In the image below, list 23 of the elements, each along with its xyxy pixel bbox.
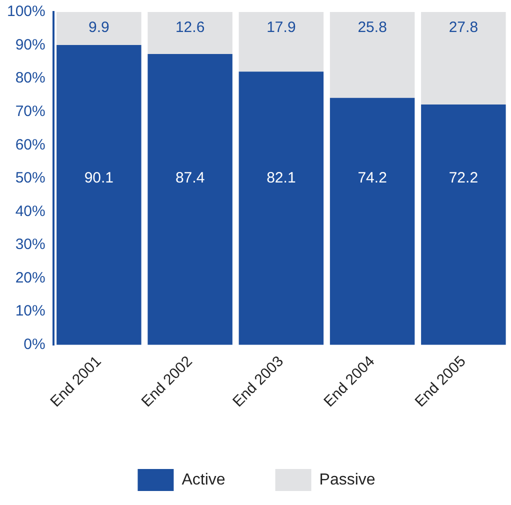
data-label: 17.9 [266, 19, 296, 36]
y-tick-label: 30% [15, 236, 46, 254]
y-tick-label: 20% [15, 269, 46, 286]
data-label: 74.2 [358, 170, 387, 187]
y-tick-label: 0% [24, 336, 46, 353]
legend-label: Active [182, 471, 226, 488]
y-tick-label: 40% [15, 202, 46, 220]
y-tick-label: 100% [6, 3, 46, 20]
data-label: 12.6 [175, 19, 205, 36]
data-label: 87.4 [175, 170, 205, 187]
data-label: 82.1 [266, 170, 296, 187]
y-tick-label: 60% [15, 136, 46, 154]
y-tick-label: 50% [15, 170, 46, 187]
legend-label: Passive [319, 471, 376, 488]
data-label: 25.8 [358, 19, 387, 36]
y-tick-label: 70% [15, 103, 46, 120]
y-tick-label: 90% [15, 36, 46, 54]
data-label: 9.9 [88, 19, 110, 36]
data-label: 72.2 [448, 170, 478, 187]
y-tick-label: 10% [15, 302, 46, 320]
data-label: 90.1 [84, 170, 114, 187]
data-label: 27.8 [448, 19, 478, 36]
y-tick-label: 80% [15, 70, 46, 87]
